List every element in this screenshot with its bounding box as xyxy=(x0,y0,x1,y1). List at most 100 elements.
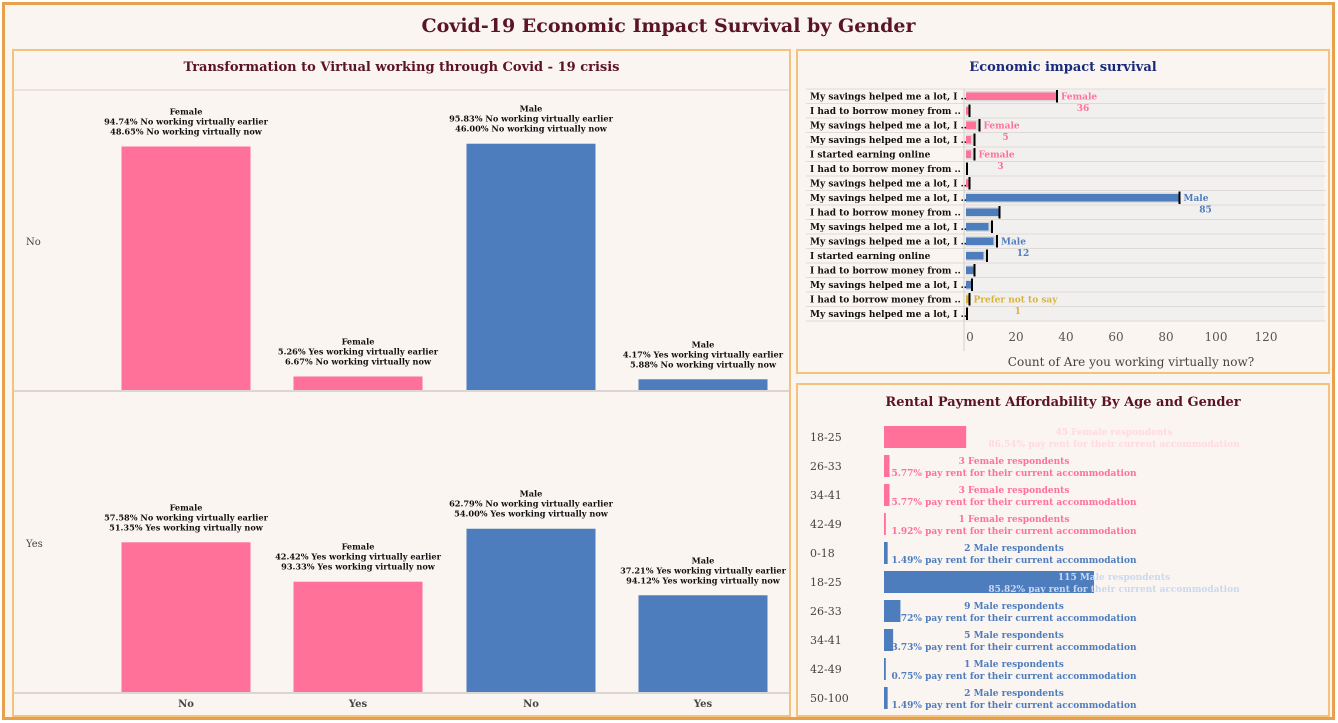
survival-annotation-value: 3 xyxy=(997,162,1003,172)
bar-male xyxy=(638,595,768,692)
bar-data-label: Female xyxy=(342,542,375,552)
survival-annotation-label: Prefer not to say xyxy=(974,296,1059,306)
rental-respondents-label: 2 Male respondents xyxy=(964,544,1064,554)
survival-bar-female xyxy=(966,92,1056,100)
survival-row-label: I had to borrow money from .. xyxy=(810,209,961,219)
x-tick-label: 120 xyxy=(1255,330,1278,344)
age-label: 34-41 xyxy=(810,489,842,502)
rental-percent-label: 1.92% pay rent for their current accommo… xyxy=(891,527,1136,537)
x-tick-label: 40 xyxy=(1058,330,1073,344)
bar-data-label: 46.00% No working virtually now xyxy=(455,124,608,134)
survival-panel: Economic impact survival My savings help… xyxy=(796,49,1330,374)
rental-respondents-label: 1 Female respondents xyxy=(959,515,1070,525)
survival-row-label: My savings helped me a lot, I .. xyxy=(810,238,967,248)
survival-annotation-value: 5 xyxy=(1002,133,1008,143)
survival-row-label: My savings helped me a lot, I .. xyxy=(810,194,967,204)
survival-annotation-value: 12 xyxy=(1017,249,1030,259)
rental-panel: Rental Payment Affordability By Age and … xyxy=(796,383,1330,717)
survival-row-label: My savings helped me a lot, I .. xyxy=(810,136,967,146)
virtual-working-panel: Transformation to Virtual working throug… xyxy=(12,49,791,717)
age-label: 34-41 xyxy=(810,634,842,647)
rental-percent-label: 3.73% pay rent for their current accommo… xyxy=(891,643,1136,653)
survival-row-label: I had to borrow money from .. xyxy=(810,107,961,117)
rental-percent-label: 6.72% pay rent for their current accommo… xyxy=(891,614,1136,624)
survival-bar-female xyxy=(966,150,971,158)
dashboard-title: Covid-19 Economic Impact Survival by Gen… xyxy=(421,15,916,37)
survival-annotation-value: 1 xyxy=(1015,307,1021,317)
survival-annotation-value: 36 xyxy=(1077,104,1090,114)
rental-bar-female xyxy=(884,513,886,535)
rental-percent-label: 85.82% pay rent for their current accomm… xyxy=(988,585,1240,595)
x-tick-label: 20 xyxy=(1008,330,1023,344)
survival-row-label: I started earning online xyxy=(810,252,931,262)
bar-data-label: 57.58% No working virtually earlier xyxy=(104,512,269,522)
rental-bar-male xyxy=(884,658,886,680)
survival-bar-male xyxy=(966,223,989,231)
survival-bar-male xyxy=(966,237,994,245)
bar-data-label: 93.33% Yes working virtually now xyxy=(281,562,436,572)
survival-annotation-label: Male xyxy=(1001,238,1026,248)
rental-respondents-label: 3 Female respondents xyxy=(959,486,1070,496)
rental-bar-female xyxy=(884,484,890,506)
bar-data-label: Female xyxy=(170,502,203,512)
age-label: 18-25 xyxy=(810,576,842,589)
column-label: No xyxy=(523,699,539,710)
rental-percent-label: 86.54% pay rent for their current accomm… xyxy=(988,440,1240,450)
bar-data-label: Female xyxy=(170,107,203,117)
bar-female xyxy=(293,376,423,390)
survival-annotation-label: Female xyxy=(979,151,1015,161)
x-tick-label: 80 xyxy=(1158,330,1173,344)
rental-percent-label: 5.77% pay rent for their current accommo… xyxy=(891,498,1136,508)
survival-bar-male xyxy=(966,281,971,289)
age-label: 0-18 xyxy=(810,547,835,560)
bar-data-label: 54.00% Yes working virtually now xyxy=(454,509,609,519)
survival-title: Economic impact survival xyxy=(969,60,1157,75)
rental-chart: 18-25 45 Female respondents 86.54% pay ren… xyxy=(810,426,1240,711)
rental-respondents-label: 45 Female respondents xyxy=(1055,428,1172,438)
bar-data-label: Male xyxy=(692,555,715,565)
bar-male xyxy=(638,379,768,390)
age-label: 18-25 xyxy=(810,431,842,444)
column-label: No xyxy=(178,699,194,710)
age-label: 26-33 xyxy=(810,605,842,618)
virtual-working-title: Transformation to Virtual working throug… xyxy=(183,60,620,75)
row-label-yes: Yes xyxy=(25,539,43,550)
survival-row-label: My savings helped me a lot, I .. xyxy=(810,122,967,132)
bar-data-label: Male xyxy=(692,339,715,349)
survival-bar-male xyxy=(966,266,974,274)
survival-bar-male xyxy=(966,194,1179,202)
rental-percent-label: 1.49% pay rent for their current accommo… xyxy=(891,556,1136,566)
bar-data-label: 42.42% Yes working virtually earlier xyxy=(275,552,442,562)
bar-data-label: 37.21% Yes working virtually earlier xyxy=(620,565,787,575)
bar-data-label: 62.79% No working virtually earlier xyxy=(449,499,614,509)
survival-bar-female xyxy=(966,121,976,129)
bar-data-label: 5.88% No working virtually now xyxy=(630,359,777,369)
age-label: 42-49 xyxy=(810,518,842,531)
bar-data-label: 94.74% No working virtually earlier xyxy=(104,117,269,127)
survival-bar-male xyxy=(966,208,999,216)
rental-bar-male xyxy=(884,542,888,564)
x-axis-title: Count of Are you working virtually now? xyxy=(1008,355,1254,369)
bar-data-label: Male xyxy=(520,489,543,499)
x-tick-label: 100 xyxy=(1205,330,1228,344)
rental-bar-male xyxy=(884,571,1094,593)
bar-data-label: 95.83% No working virtually earlier xyxy=(449,114,614,124)
survival-bar-prefer-not-to-say xyxy=(966,295,969,303)
survival-annotation-label: Female xyxy=(1061,93,1097,103)
bar-data-label: 5.26% Yes working virtually earlier xyxy=(278,346,439,356)
survival-row-label: My savings helped me a lot, I .. xyxy=(810,281,967,291)
bar-data-label: Female xyxy=(342,336,375,346)
rental-percent-label: 0.75% pay rent for their current accommo… xyxy=(891,672,1136,682)
age-label: 50-100 xyxy=(810,692,849,705)
rental-respondents-label: 2 Male respondents xyxy=(964,689,1064,699)
x-tick-label: 0 xyxy=(966,330,974,344)
survival-bar-male xyxy=(966,252,984,260)
bar-female xyxy=(121,146,251,390)
rental-respondents-label: 3 Female respondents xyxy=(959,457,1070,467)
rental-percent-label: 1.49% pay rent for their current accommo… xyxy=(891,701,1136,711)
survival-row-label: I started earning online xyxy=(810,151,931,161)
bar-data-label: 94.12% Yes working virtually now xyxy=(626,575,781,585)
survival-annotation-label: Female xyxy=(984,122,1020,132)
survival-row-label: I had to borrow money from .. xyxy=(810,296,961,306)
